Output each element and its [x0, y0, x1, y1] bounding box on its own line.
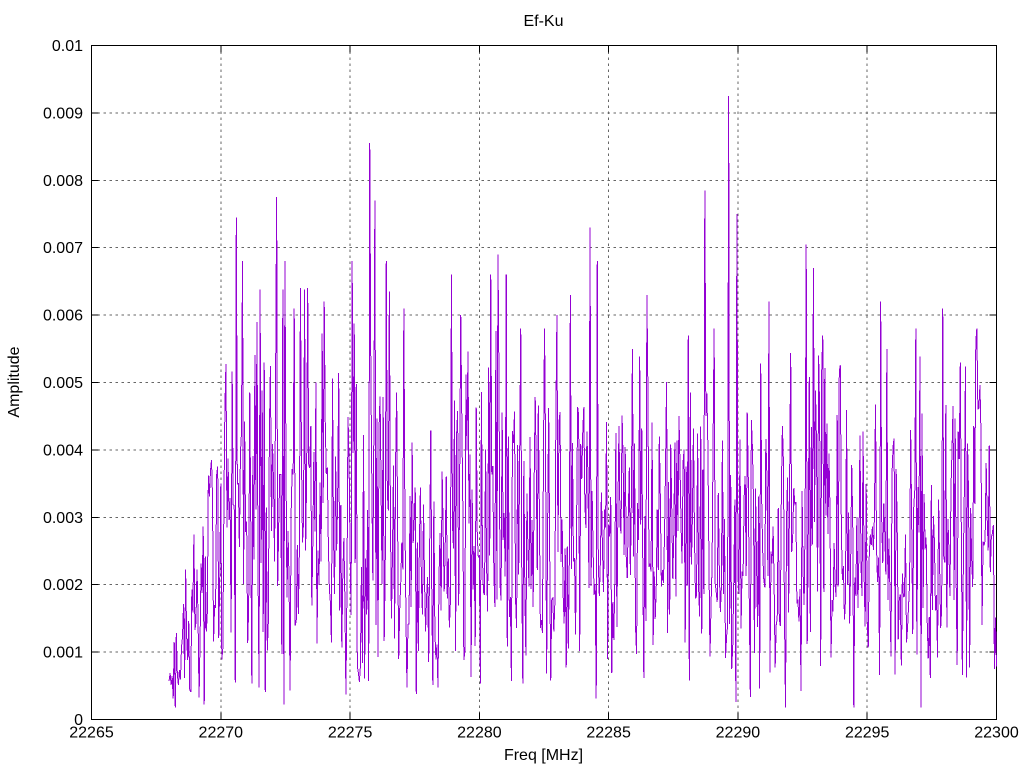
svg-text:0: 0: [74, 712, 83, 729]
svg-text:0.009: 0.009: [43, 105, 83, 122]
svg-text:Amplitude: Amplitude: [6, 346, 23, 417]
svg-text:0.005: 0.005: [43, 375, 83, 392]
svg-text:22295: 22295: [845, 725, 890, 742]
svg-text:0.006: 0.006: [43, 308, 83, 325]
svg-text:22270: 22270: [199, 725, 244, 742]
svg-text:22300: 22300: [974, 725, 1019, 742]
svg-text:0.003: 0.003: [43, 510, 83, 527]
svg-text:0.007: 0.007: [43, 240, 83, 257]
svg-text:0.001: 0.001: [43, 645, 83, 662]
svg-text:0.002: 0.002: [43, 577, 83, 594]
svg-text:22265: 22265: [69, 725, 114, 742]
svg-text:Freq [MHz]: Freq [MHz]: [504, 747, 583, 764]
svg-text:0.004: 0.004: [43, 442, 83, 459]
svg-text:22290: 22290: [716, 725, 761, 742]
svg-text:22285: 22285: [586, 725, 631, 742]
svg-text:22280: 22280: [457, 725, 502, 742]
svg-text:0.008: 0.008: [43, 173, 83, 190]
svg-text:0.01: 0.01: [52, 38, 83, 55]
svg-text:Ef-Ku: Ef-Ku: [523, 13, 563, 30]
svg-text:22275: 22275: [328, 725, 373, 742]
